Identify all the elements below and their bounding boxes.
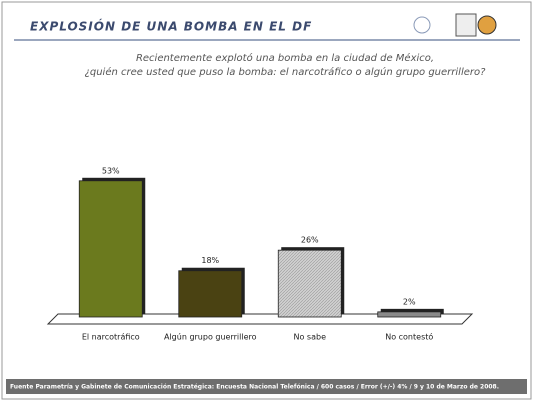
logo xyxy=(413,16,431,34)
source: Fuente Parametría y Gabinete de Comunica… xyxy=(10,384,499,391)
logos xyxy=(413,13,497,37)
value-label: 26% xyxy=(301,236,319,245)
x-tick-label: No sabe xyxy=(294,333,327,342)
subtitle: Recientemente explotó una bomba en la ci… xyxy=(136,52,434,64)
logo xyxy=(455,13,477,37)
x-tick-label: Algún grupo guerrillero xyxy=(164,333,257,342)
logo xyxy=(477,15,497,35)
bar xyxy=(277,249,342,318)
bar xyxy=(78,180,143,318)
chart-title: EXPLOSIÓN DE UNA BOMBA EN EL DF xyxy=(30,19,312,34)
bar xyxy=(377,311,442,318)
bar-shadow xyxy=(380,308,444,314)
value-label: 53% xyxy=(102,166,120,175)
value-label: 18% xyxy=(201,256,219,265)
x-tick-label: El narcotráfico xyxy=(82,333,140,342)
x-tick-label: No contestó xyxy=(385,332,433,342)
value-label: 2% xyxy=(403,297,416,306)
floor xyxy=(46,313,474,325)
footer-bar xyxy=(6,379,527,394)
subtitle: ¿quién cree usted que puso la bomba: el … xyxy=(85,66,487,78)
bar xyxy=(178,270,243,318)
